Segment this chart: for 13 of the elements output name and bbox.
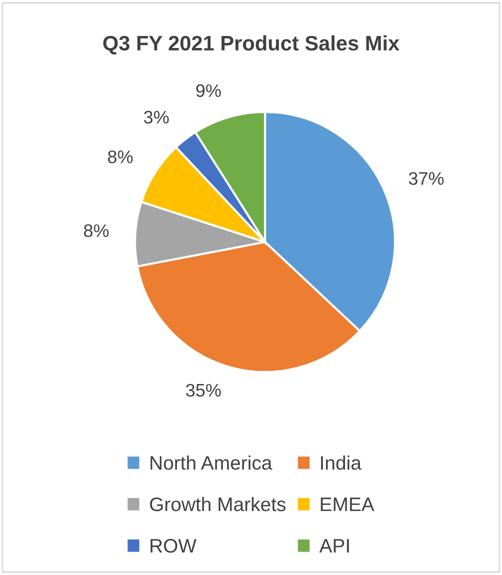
legend-label: North America xyxy=(150,456,272,470)
data-label: 8% xyxy=(108,150,133,164)
data-label: 8% xyxy=(84,224,109,238)
legend-label: Growth Markets xyxy=(150,496,286,512)
data-label: 3% xyxy=(144,110,169,124)
data-label: 37% xyxy=(408,172,444,185)
chart-title: Q3 FY 2021 Product Sales Mix xyxy=(103,35,400,54)
legend-label: API xyxy=(319,539,349,553)
data-label: 9% xyxy=(196,84,221,98)
legend-label: ROW xyxy=(150,538,196,553)
data-label: 35% xyxy=(186,384,221,397)
legend-label: EMEA xyxy=(320,498,374,512)
legend-label: India xyxy=(321,456,362,470)
